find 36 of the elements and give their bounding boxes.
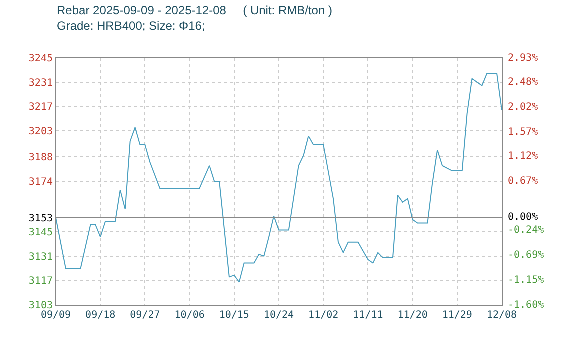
y2-tick-label: 2.93% xyxy=(508,53,538,64)
y-tick-label: 3245 xyxy=(28,54,53,64)
y-tick-label: 3174 xyxy=(28,177,53,188)
chart-subtitle: Grade: HRB400; Size: Φ16; xyxy=(57,19,206,33)
x-tick-label: 10/06 xyxy=(174,310,205,321)
y-tick-label: 3117 xyxy=(28,276,53,288)
y-tick-label: 3145 xyxy=(28,227,53,238)
y-tick-label: 3231 xyxy=(28,78,53,89)
y-tick-label: 3153 xyxy=(28,214,53,225)
x-tick-label: 11/29 xyxy=(442,310,472,321)
y2-tick-label: 0.67% xyxy=(508,176,538,187)
x-tick-label: 09/27 xyxy=(130,310,160,321)
y2-tick-label: 2.48% xyxy=(508,77,538,88)
x-tick-label: 11/11 xyxy=(353,310,384,321)
y-tick-label: 3217 xyxy=(28,102,53,114)
y2-tick-label: -0.24% xyxy=(508,225,544,236)
x-tick-label: 10/24 xyxy=(264,310,294,321)
x-tick-label: 11/02 xyxy=(308,310,339,321)
y-tick-label: 3203 xyxy=(28,126,53,138)
x-tick-label: 10/15 xyxy=(219,310,250,321)
line-series xyxy=(56,73,502,283)
y-tick-label: 3103 xyxy=(28,300,53,312)
y2-tick-label: -1.15% xyxy=(508,275,544,286)
x-tick-label: 09/18 xyxy=(86,310,116,321)
x-tick-label: 09/09 xyxy=(40,310,72,321)
y-tick-label: 3188 xyxy=(28,152,53,164)
chart-title: Rebar 2025-09-09 - 2025-12-08 ( Unit: RMB/ton ) xyxy=(57,3,332,18)
y2-tick-label: -1.60% xyxy=(508,300,544,311)
y2-tick-label: -0.69% xyxy=(508,250,544,261)
y2-tick-label: 1.12% xyxy=(508,151,538,162)
y2-tick-label: 2.02% xyxy=(508,102,538,113)
x-tick-label: 11/20 xyxy=(398,310,428,321)
y-tick-label: 3131 xyxy=(28,252,53,263)
x-tick-label: 12/08 xyxy=(486,310,518,321)
y2-tick-label: 0.00% xyxy=(508,212,538,223)
y2-tick-label: 1.57% xyxy=(508,127,538,138)
